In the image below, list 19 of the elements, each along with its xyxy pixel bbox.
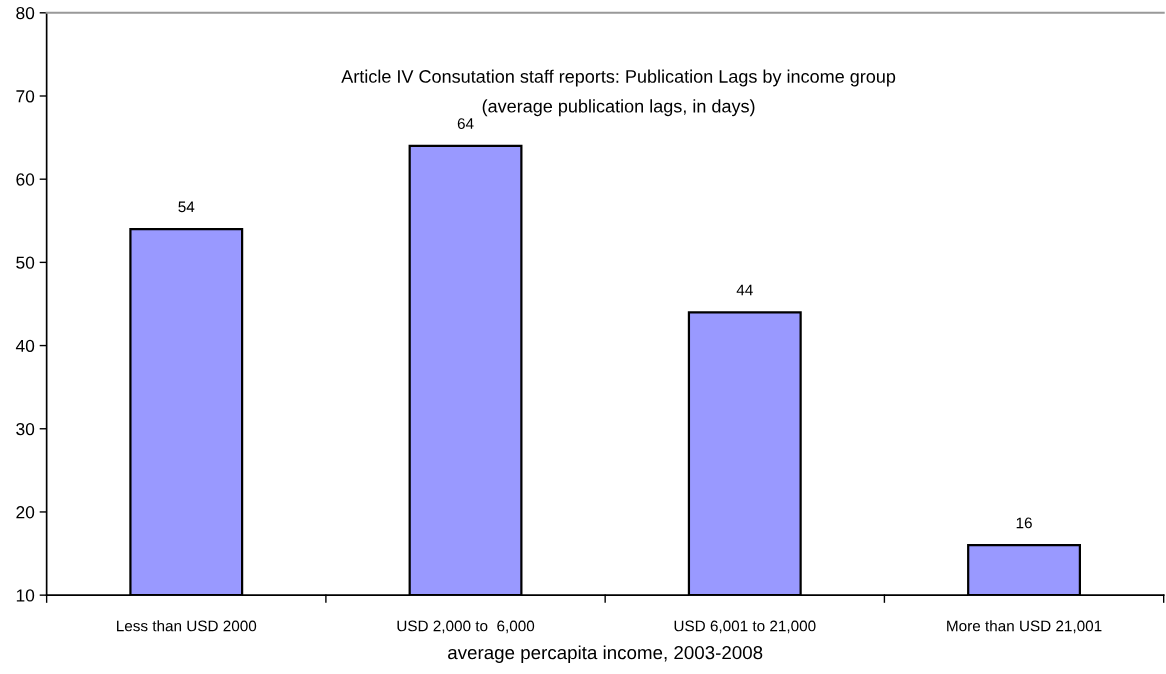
x-tick-label: USD 6,001 to 21,000 xyxy=(674,620,816,634)
y-tick-label: 30 xyxy=(16,422,35,436)
x-tick-label: More than USD 21,001 xyxy=(947,620,1102,634)
y-tick-label: 10 xyxy=(16,589,35,602)
y-tick-label: 40 xyxy=(15,339,35,353)
data-label: 54 xyxy=(178,201,195,213)
text: Article IV Consutation staff reports: Publication Lags by income group xyxy=(341,69,896,87)
y-tick-label: 70 xyxy=(16,90,35,103)
x-axis-title: average percapita income, 2003-2008 xyxy=(448,645,763,663)
text: (average publication lags, in days) xyxy=(482,99,755,117)
data-label: 44 xyxy=(736,284,753,296)
y-tick-label: 60 xyxy=(16,173,35,186)
y-tick-label: 50 xyxy=(16,256,35,269)
x-tick-label: Less than USD 2000 xyxy=(117,620,257,632)
x-tick-label: USD 2,000 to 6,000 xyxy=(397,620,535,634)
y-tick-label: 80 xyxy=(16,6,35,20)
y-tick-label: 20 xyxy=(16,506,35,519)
data-label: 64 xyxy=(457,118,474,129)
data-label: 16 xyxy=(1016,517,1032,529)
